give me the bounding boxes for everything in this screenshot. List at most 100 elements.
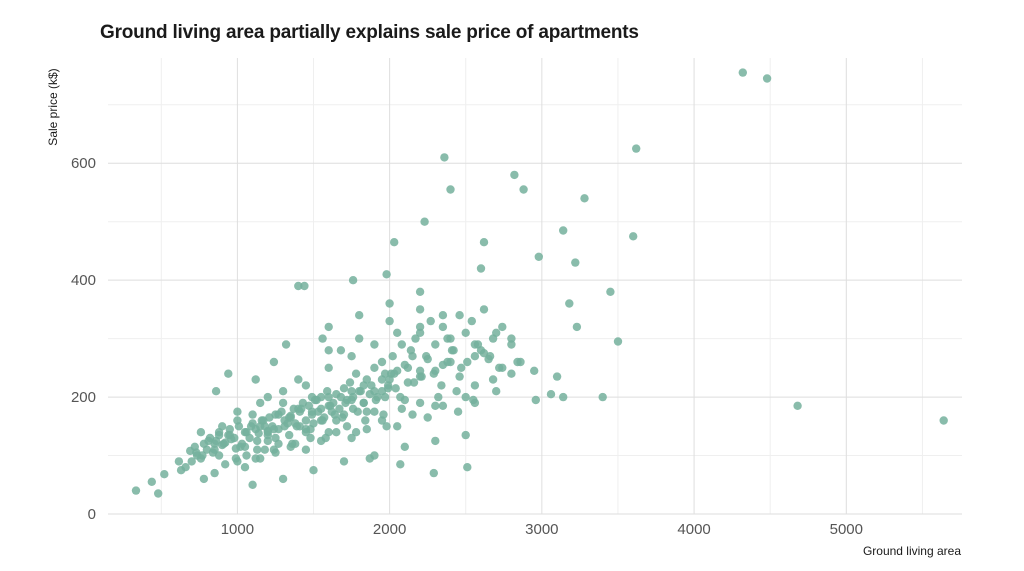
data-point — [347, 433, 356, 443]
data-point — [286, 413, 295, 422]
data-point — [382, 270, 391, 279]
data-point — [572, 322, 582, 332]
data-point — [269, 445, 279, 454]
data-point — [263, 436, 272, 446]
y-axis-title: Sale price (k$) — [46, 68, 60, 145]
data-point — [242, 451, 251, 460]
data-point — [411, 334, 420, 343]
data-point — [453, 407, 463, 416]
data-point — [218, 422, 227, 431]
data-point — [210, 445, 219, 454]
data-point — [446, 185, 455, 194]
data-point — [370, 407, 379, 416]
data-points — [131, 68, 948, 498]
data-point — [332, 428, 341, 437]
data-point — [400, 395, 409, 405]
data-point — [348, 276, 358, 285]
data-point — [187, 457, 196, 466]
data-point — [269, 357, 279, 367]
data-point — [426, 316, 435, 326]
data-point — [613, 337, 623, 346]
data-point — [233, 416, 242, 425]
data-point — [391, 384, 400, 393]
data-point — [632, 144, 641, 153]
data-point — [534, 252, 543, 261]
data-point — [415, 322, 425, 332]
data-point — [316, 416, 326, 425]
data-point — [307, 392, 317, 402]
y-tick-label: 0 — [88, 506, 96, 523]
tick-labels: 1000 2000 3000 4000 5000 0 200 400 600 — [71, 155, 863, 538]
data-point — [321, 433, 330, 443]
data-point — [347, 395, 356, 405]
data-point — [219, 439, 228, 448]
x-tick-label: 4000 — [677, 521, 710, 538]
data-point — [377, 375, 387, 384]
data-point — [248, 480, 257, 489]
data-point — [455, 372, 464, 381]
data-point — [390, 238, 399, 247]
data-point — [409, 378, 419, 387]
data-point — [580, 194, 589, 203]
data-point — [492, 387, 501, 396]
data-point — [214, 451, 224, 460]
data-point — [939, 416, 948, 425]
data-point — [431, 340, 440, 349]
data-point — [467, 316, 476, 326]
data-point — [408, 352, 417, 361]
data-point — [339, 457, 349, 466]
data-point — [306, 433, 315, 443]
data-point — [461, 328, 470, 337]
x-tick-label: 1000 — [221, 521, 254, 538]
data-point — [351, 428, 361, 437]
data-point — [488, 334, 498, 343]
data-point — [345, 378, 355, 387]
data-point — [370, 340, 379, 349]
data-point — [446, 357, 455, 367]
data-point — [233, 407, 242, 416]
data-point — [429, 369, 438, 378]
data-point — [455, 311, 464, 320]
data-point — [510, 170, 519, 180]
data-point — [225, 425, 234, 434]
data-point — [336, 346, 346, 355]
data-point — [438, 322, 448, 332]
data-point — [507, 340, 516, 349]
data-point — [546, 390, 556, 399]
x-tick-label: 5000 — [830, 521, 863, 538]
data-point — [336, 392, 346, 402]
data-point — [437, 381, 446, 390]
data-point — [359, 398, 368, 408]
data-point — [214, 430, 224, 440]
data-point — [393, 422, 402, 431]
data-point — [431, 436, 440, 446]
data-point — [351, 369, 361, 378]
data-point — [324, 346, 333, 355]
data-point — [559, 226, 568, 235]
data-point — [271, 433, 280, 443]
data-point — [160, 470, 169, 479]
data-point — [408, 410, 417, 419]
y-tick-label: 200 — [71, 389, 96, 406]
data-point — [415, 328, 425, 337]
data-point — [415, 305, 425, 314]
chart-title: Ground living area partially explains sa… — [100, 22, 639, 43]
data-point — [377, 357, 387, 367]
data-point — [463, 463, 472, 472]
data-point — [463, 357, 472, 367]
data-point — [256, 398, 265, 408]
data-point — [253, 445, 262, 454]
data-point — [260, 445, 269, 454]
data-point — [211, 387, 221, 396]
data-point — [294, 375, 303, 384]
data-point — [513, 357, 522, 367]
data-point — [552, 372, 562, 381]
data-point — [382, 422, 391, 431]
data-point — [240, 463, 250, 472]
data-point — [300, 281, 309, 291]
data-point — [400, 442, 409, 451]
data-point — [362, 425, 371, 434]
data-point — [254, 429, 263, 438]
data-point — [461, 392, 470, 402]
data-point — [278, 474, 288, 484]
